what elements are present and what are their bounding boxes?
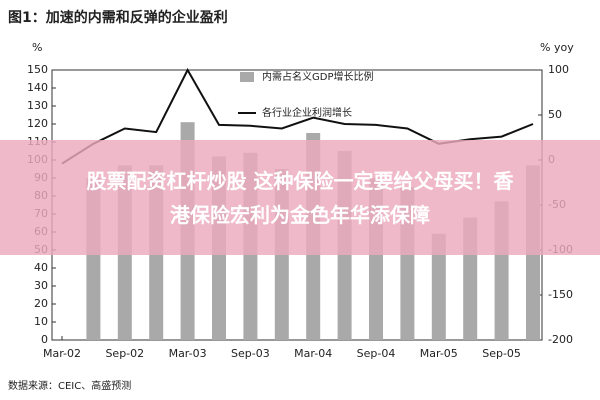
- y-tick-label: 0: [41, 333, 48, 346]
- chart-title: 图1：加速的内需和反弹的企业盈利: [8, 9, 228, 26]
- y2-tick-label: 100: [548, 63, 569, 76]
- x-tick-label: Mar-05: [420, 347, 458, 360]
- legend-label: 内需占名义GDP增长比例: [262, 70, 373, 83]
- y2-label: % yoy: [540, 41, 574, 54]
- bar: [431, 233, 446, 340]
- y-tick-label: 120: [27, 117, 48, 130]
- y-tick-label: 10: [34, 315, 48, 328]
- y2-tick-label: 50: [548, 108, 562, 121]
- x-tick-label: Sep-05: [482, 347, 521, 360]
- x-tick-label: Sep-02: [105, 347, 144, 360]
- banner-line: 港保险宏利为金色年华添保障: [170, 202, 430, 227]
- y-tick-label: 140: [27, 81, 48, 94]
- x-tick-label: Mar-03: [169, 347, 207, 360]
- y-tick-label: 130: [27, 99, 48, 112]
- y2-tick-label: -150: [548, 288, 573, 301]
- y2-tick-label: -200: [548, 333, 573, 346]
- legend-swatch: [240, 72, 254, 82]
- y-tick-label: 30: [34, 279, 48, 292]
- y-tick-label: 150: [27, 63, 48, 76]
- y-label: %: [32, 41, 42, 54]
- x-tick-label: Mar-04: [294, 347, 332, 360]
- x-tick-label: Sep-03: [231, 347, 270, 360]
- legend-label: 各行业企业利润增长: [262, 106, 352, 119]
- x-tick-label: Sep-04: [357, 347, 396, 360]
- banner-line: 股票配资杠杆炒股 这种保险一定要给父母买！香: [86, 168, 514, 193]
- source: 数据来源：CEIC、高盛预测: [8, 379, 131, 392]
- y-tick-label: 20: [34, 297, 48, 310]
- x-tick-label: Mar-02: [43, 347, 81, 360]
- banner: 股票配资杠杆炒股 这种保险一定要给父母买！香 港保险宏利为金色年华添保障: [0, 140, 600, 255]
- y-tick-label: 40: [34, 261, 48, 274]
